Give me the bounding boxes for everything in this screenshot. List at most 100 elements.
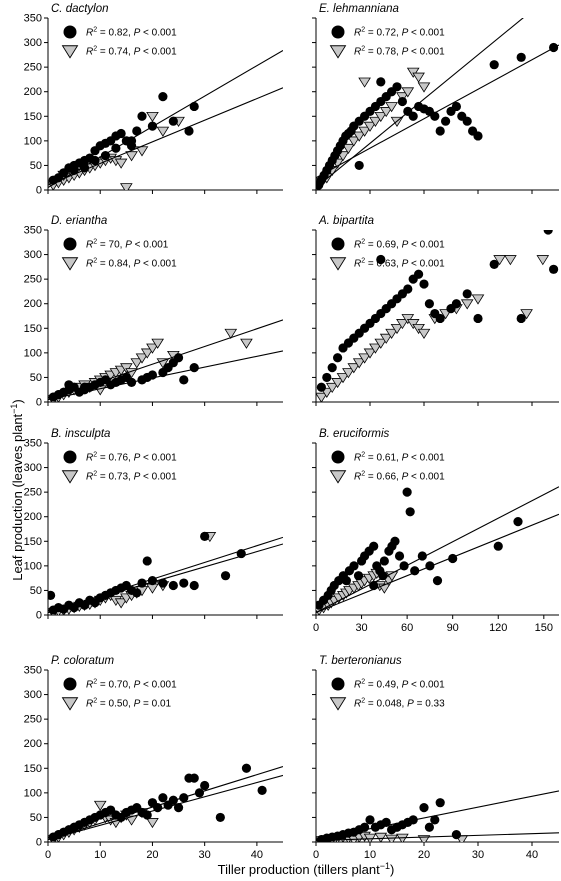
data-point-circle <box>179 375 189 385</box>
data-point-triangle <box>352 358 366 369</box>
data-point-circle <box>376 77 386 87</box>
y-tick-label: 350 <box>24 665 42 677</box>
data-point-circle <box>425 561 435 571</box>
y-tick-label: 50 <box>30 160 42 172</box>
panel-title: C. dactylon <box>51 3 109 15</box>
chart-panel-6: 0 30 60 90 120 150 B. eruciformis R2 = 0.61, P … <box>312 428 559 634</box>
x-tick-label: 0 <box>313 849 319 861</box>
data-point-circle <box>489 259 499 269</box>
panel-title: A. bipartita <box>318 215 374 227</box>
data-point-circle <box>341 576 351 586</box>
y-tick-label: 0 <box>36 610 42 622</box>
data-point-triangle <box>390 323 404 335</box>
data-point-circle <box>369 541 379 551</box>
y-tick-label: 0 <box>36 837 42 849</box>
legend-stat-text: R2 = 0.73, P < 0.001 <box>86 471 177 483</box>
data-point-triangle <box>135 146 149 157</box>
data-point-triangle <box>140 348 154 359</box>
series-circle <box>48 531 246 615</box>
regression-line <box>316 18 524 188</box>
data-point-circle <box>79 163 90 173</box>
data-point-circle <box>349 561 359 571</box>
data-point-circle <box>158 578 168 588</box>
data-point-triangle <box>379 107 393 118</box>
panel-title: B. eruciformis <box>319 428 390 440</box>
data-point-triangle <box>493 255 506 266</box>
data-point-triangle <box>347 363 361 374</box>
data-point-triangle <box>316 392 328 402</box>
data-point-circle <box>392 82 402 92</box>
data-point-circle <box>137 111 147 121</box>
chart-panel-5: 0 50 100 150 200 250 300 350 B. insculpta R2 = 0.… <box>24 428 283 622</box>
chart-panel-7: 0 50 100 150 200 250 300 350 0 10 20 30 40 P. colorat… <box>24 655 283 861</box>
legend-stat-text: R2 = 0.76, P < 0.001 <box>86 452 177 464</box>
y-tick-label: 100 <box>24 347 42 359</box>
data-point-circle <box>403 284 413 294</box>
y-tick-label: 250 <box>24 487 42 499</box>
x-tick-label: 20 <box>146 849 158 861</box>
data-point-triangle <box>363 348 377 359</box>
regression-line <box>48 319 283 401</box>
legend-stat-text: R2 = 0.82, P < 0.001 <box>86 27 177 39</box>
data-point-circle <box>451 299 461 309</box>
legend-stat-text: R2 = 0.78, P < 0.001 <box>354 46 445 58</box>
data-point-circle <box>257 785 267 796</box>
data-point-triangle <box>151 338 164 349</box>
data-point-circle <box>408 111 418 121</box>
data-point-circle <box>424 299 434 309</box>
y-tick-label: 100 <box>24 787 42 799</box>
y-tick-label: 50 <box>30 585 42 597</box>
legend-stat-text: R2 = 70, P < 0.001 <box>86 239 169 251</box>
panel-title: P. coloratum <box>51 655 114 667</box>
data-point-circle <box>365 815 375 825</box>
data-point-triangle <box>374 338 388 349</box>
data-point-circle <box>435 798 445 808</box>
regression-line <box>48 87 283 186</box>
x-tick-label: 150 <box>535 622 553 634</box>
data-point-circle <box>419 279 429 289</box>
data-point-triangle <box>412 323 425 335</box>
data-point-circle <box>354 160 364 171</box>
data-point-triangle <box>369 116 382 127</box>
data-point-circle <box>516 52 526 62</box>
y-tick-label: 150 <box>24 111 42 123</box>
data-point-circle <box>48 590 56 600</box>
data-point-triangle <box>369 343 382 354</box>
legend-stat-text: R2 = 0.74, P < 0.001 <box>86 46 177 58</box>
x-tick-label: 20 <box>418 849 430 861</box>
data-point-triangle <box>412 72 425 83</box>
regression-line <box>48 350 283 401</box>
data-point-circle <box>379 556 389 566</box>
data-point-circle <box>158 92 168 102</box>
data-point-triangle <box>146 818 159 829</box>
data-point-circle <box>173 353 184 363</box>
data-point-triangle <box>342 143 355 155</box>
legend-triangle-marker <box>329 257 347 271</box>
data-point-triangle <box>156 126 170 137</box>
y-tick-label: 150 <box>24 763 42 775</box>
legend-stat-text: R2 = 0.69, P < 0.001 <box>354 239 445 251</box>
data-point-circle <box>200 780 210 791</box>
data-point-circle <box>473 131 483 141</box>
data-point-circle <box>132 126 142 136</box>
legend-stat-text: R2 = 0.61, P < 0.001 <box>354 452 445 464</box>
chart-panel-3: 0 50 100 150 200 250 300 350 D. eriantha R2 = 70,… <box>24 215 283 409</box>
y-axis-label: Leaf production (leaves plant−1) <box>9 399 25 581</box>
data-point-circle <box>126 136 137 146</box>
y-tick-label: 300 <box>24 462 42 474</box>
y-tick-label: 200 <box>24 738 42 750</box>
x-tick-label: 0 <box>45 849 51 861</box>
data-point-triangle <box>374 111 388 123</box>
chart-panel-4: A. bipartita R2 = 0.69, P < 0.001 R2 = 0.6… <box>312 215 559 406</box>
data-point-circle <box>451 101 461 112</box>
chart-panel-1: 0 50 100 150 200 250 300 350 C. dactylon R2 = 0.8… <box>24 3 283 197</box>
data-point-circle <box>394 551 405 561</box>
legend-circle-marker <box>63 677 77 691</box>
data-point-triangle <box>385 102 398 113</box>
data-point-circle <box>64 380 74 390</box>
data-point-triangle <box>406 319 420 330</box>
panel-title: E. lehmanniana <box>319 3 399 15</box>
y-tick-label: 200 <box>24 298 42 310</box>
data-point-circle <box>220 571 231 581</box>
y-tick-label: 100 <box>24 135 42 147</box>
